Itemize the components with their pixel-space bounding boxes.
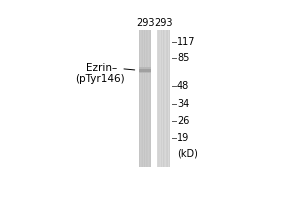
Bar — [158, 30, 159, 167]
Bar — [157, 30, 170, 167]
Bar — [167, 30, 168, 167]
Bar — [161, 30, 162, 167]
Text: 117: 117 — [177, 37, 196, 47]
Bar — [139, 67, 152, 73]
Bar — [163, 30, 164, 167]
Bar — [166, 30, 167, 167]
Bar — [149, 30, 150, 167]
Bar — [159, 30, 160, 167]
Text: Ezrin–: Ezrin– — [86, 63, 117, 73]
Text: (kD): (kD) — [177, 148, 198, 158]
Bar — [147, 30, 148, 167]
Text: (pTyr146): (pTyr146) — [76, 74, 125, 84]
Bar — [150, 30, 152, 167]
Bar — [169, 30, 170, 167]
Text: 85: 85 — [177, 53, 189, 63]
Text: 26: 26 — [177, 116, 189, 126]
Text: 293: 293 — [154, 18, 173, 28]
Bar — [142, 30, 143, 167]
Bar — [144, 30, 145, 167]
Text: 34: 34 — [177, 99, 189, 109]
Text: 48: 48 — [177, 81, 189, 91]
Bar — [141, 30, 142, 167]
Text: 19: 19 — [177, 133, 189, 143]
Bar — [139, 69, 151, 72]
Text: 293: 293 — [136, 18, 154, 28]
Bar — [139, 30, 152, 167]
Bar — [146, 30, 147, 167]
Bar — [139, 30, 140, 167]
Bar — [164, 30, 165, 167]
